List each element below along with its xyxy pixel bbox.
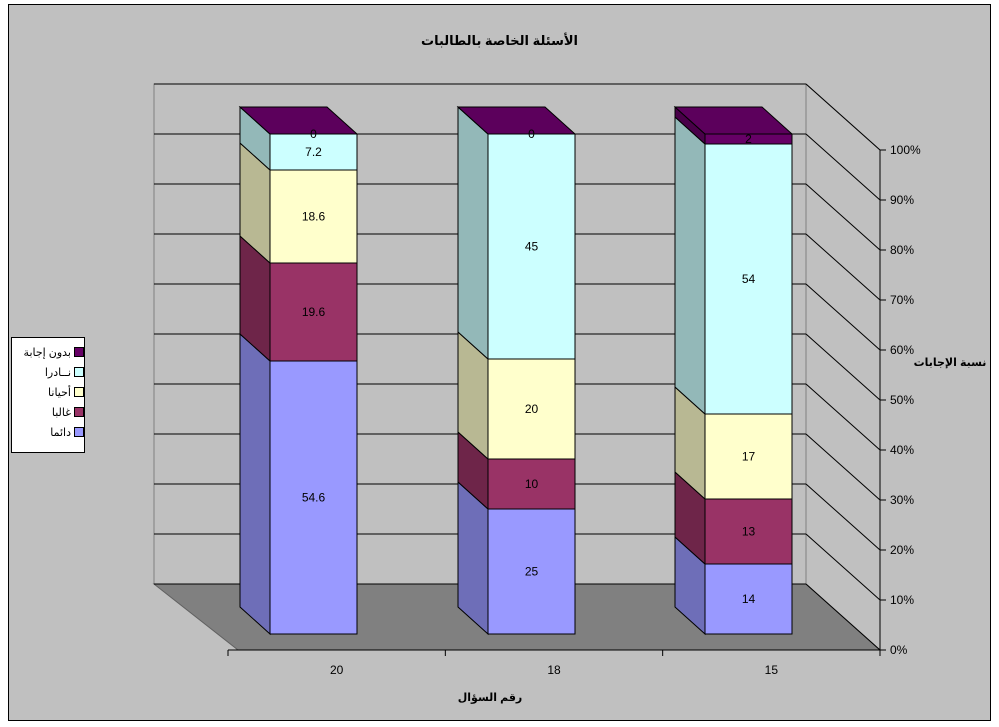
data-label: 0 (310, 127, 317, 141)
data-label: 0 (528, 127, 535, 141)
bar-top (238, 106, 359, 135)
y-tick-label: 30% (890, 493, 914, 507)
legend-swatch (74, 427, 84, 437)
bar-side (674, 115, 706, 416)
gridline-side (805, 233, 881, 301)
bar (269, 169, 358, 264)
gridline-side (805, 533, 881, 601)
gridline-side (805, 433, 881, 501)
y-tick-label: 70% (890, 293, 914, 307)
legend-item: نــادرا (16, 363, 84, 381)
legend-item: غالبا (16, 403, 84, 421)
legend-swatch (74, 387, 84, 397)
gridline-side (805, 483, 881, 551)
legend-item: بدون إجابة (16, 343, 84, 361)
legend-swatch (74, 367, 84, 377)
gridline-side (805, 183, 881, 251)
bar-side (239, 332, 271, 636)
gridline-side (805, 133, 881, 201)
bar (487, 358, 576, 460)
gridline-side (805, 383, 881, 451)
legend-label: نــادرا (44, 366, 71, 379)
data-label: 10 (525, 477, 539, 491)
x-tick-label: 20 (330, 663, 344, 677)
x-tick-label: 18 (547, 663, 561, 677)
y-axis-title: نسبة الإجابات (913, 357, 987, 369)
x-tick-label: 15 (765, 663, 779, 677)
bar (704, 413, 793, 500)
legend-label: غالبا (51, 406, 71, 419)
gridline-side (805, 333, 881, 401)
chart-title: الأسئلة الخاصة بالطالبات (421, 33, 578, 48)
legend-swatch (74, 407, 84, 417)
legend-label: بدون إجابة (23, 346, 71, 359)
data-label: 54 (742, 272, 756, 286)
legend: بدون إجابة نــادرا أحيانا غالبا دائما (11, 337, 85, 453)
y-tick-label: 80% (890, 243, 914, 257)
gridline-side (805, 83, 881, 151)
y-tick-label: 40% (890, 443, 914, 457)
gridline-side (805, 583, 881, 651)
data-label: 19.6 (302, 305, 326, 319)
legend-item: أحيانا (16, 383, 84, 401)
legend-label: أحيانا (48, 386, 71, 399)
legend-swatch (74, 347, 84, 357)
bar-side (457, 105, 489, 361)
bar (704, 563, 793, 635)
bar (704, 143, 793, 415)
data-label: 17 (742, 450, 756, 464)
bar (704, 498, 793, 565)
bar-top (456, 106, 577, 135)
data-label: 2 (745, 132, 752, 146)
y-tick-label: 50% (890, 393, 914, 407)
y-tick-label: 10% (890, 593, 914, 607)
bar (487, 133, 576, 360)
data-label: 45 (525, 240, 539, 254)
data-label: 14 (742, 592, 756, 606)
data-label: 18.6 (302, 210, 326, 224)
data-label: 13 (742, 525, 756, 539)
y-tick-label: 60% (890, 343, 914, 357)
y-tick-label: 20% (890, 543, 914, 557)
bar (487, 458, 576, 510)
data-label: 54.6 (302, 491, 326, 505)
y-tick-label: 0% (890, 643, 908, 657)
y-tick-label: 90% (890, 193, 914, 207)
gridline-side (805, 283, 881, 351)
bar (269, 360, 358, 635)
legend-item: دائما (16, 423, 84, 441)
data-label: 25 (525, 565, 539, 579)
data-label: 20 (525, 402, 539, 416)
y-tick-label: 100% (890, 143, 921, 157)
x-axis-title: رقم السؤال (457, 692, 523, 704)
data-label: 7.2 (305, 145, 322, 159)
bar-top (673, 106, 794, 135)
bar (269, 133, 358, 171)
legend-label: دائما (50, 426, 71, 439)
